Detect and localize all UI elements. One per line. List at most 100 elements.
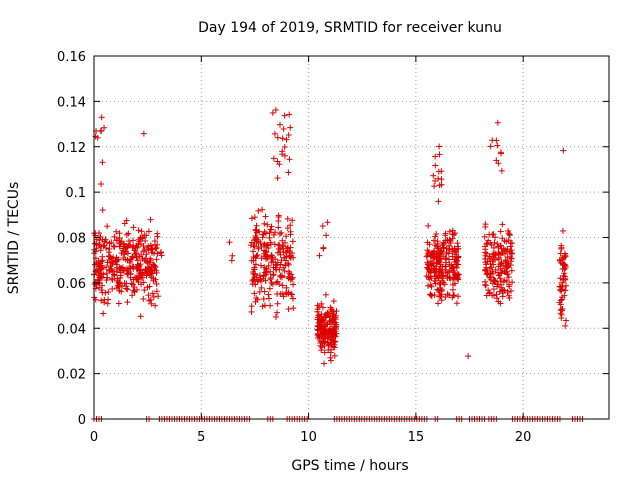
- data-point: [146, 283, 153, 290]
- data-point: [558, 311, 565, 318]
- data-point: [327, 336, 334, 343]
- data-point: [141, 287, 148, 294]
- y-tick-label: 0.1: [65, 186, 86, 201]
- data-point: [96, 284, 103, 291]
- data-point: [281, 267, 288, 274]
- data-point: [486, 265, 493, 272]
- data-point: [326, 317, 333, 324]
- data-point: [289, 217, 296, 224]
- data-point: [454, 240, 461, 247]
- data-point: [275, 218, 282, 225]
- data-point: [100, 310, 107, 317]
- data-point: [268, 256, 275, 263]
- data-point: [255, 207, 262, 214]
- data-point: [256, 272, 263, 279]
- data-point: [153, 256, 160, 263]
- data-point: [117, 243, 124, 250]
- y-tick-label: 0.02: [57, 368, 86, 383]
- data-point: [465, 353, 472, 360]
- data-point: [253, 253, 260, 260]
- data-point: [121, 267, 128, 274]
- data-point: [497, 278, 504, 285]
- data-point: [431, 255, 438, 262]
- data-point: [492, 234, 499, 241]
- data-point: [556, 257, 563, 264]
- data-point: [284, 244, 291, 251]
- data-point: [158, 249, 165, 256]
- data-point: [268, 226, 275, 233]
- data-point: [290, 305, 297, 312]
- data-point: [153, 244, 160, 251]
- data-points: [91, 106, 570, 367]
- data-point: [282, 262, 289, 269]
- data-point: [288, 291, 295, 298]
- data-point: [274, 134, 281, 141]
- data-point: [483, 270, 490, 277]
- data-point: [251, 277, 258, 284]
- data-point: [331, 319, 338, 326]
- data-point: [91, 240, 98, 247]
- data-point: [454, 275, 461, 282]
- data-point: [558, 286, 565, 293]
- y-axis-label: SRMTID / TECUs: [6, 182, 22, 295]
- data-point: [317, 338, 324, 345]
- data-point: [324, 219, 331, 226]
- data-point: [144, 260, 151, 267]
- data-point: [137, 261, 144, 268]
- data-point: [428, 292, 435, 299]
- data-point: [490, 286, 497, 293]
- data-point: [133, 250, 140, 257]
- data-point: [99, 236, 106, 243]
- data-point: [265, 295, 272, 302]
- data-point: [104, 274, 111, 281]
- data-point: [563, 282, 570, 289]
- data-point: [505, 281, 512, 288]
- data-point: [101, 296, 108, 303]
- data-point: [121, 220, 128, 227]
- data-point: [314, 323, 321, 330]
- data-point: [135, 227, 142, 234]
- data-point: [98, 243, 105, 250]
- data-point: [503, 263, 510, 270]
- data-point: [331, 344, 338, 351]
- data-point: [442, 230, 449, 237]
- data-point: [251, 290, 258, 297]
- data-point: [492, 257, 499, 264]
- data-point: [442, 263, 449, 270]
- data-point: [489, 280, 496, 287]
- data-point: [111, 233, 118, 240]
- data-point: [271, 130, 278, 137]
- data-point: [507, 258, 514, 265]
- data-point: [254, 252, 261, 259]
- data-point: [98, 258, 105, 265]
- data-point: [117, 239, 124, 246]
- data-point: [503, 238, 510, 245]
- data-point: [252, 281, 259, 288]
- data-point: [261, 288, 268, 295]
- data-point: [135, 272, 142, 279]
- data-point: [433, 230, 440, 237]
- y-tick-label: 0.16: [57, 50, 86, 65]
- data-point: [127, 274, 134, 281]
- data-point: [276, 161, 283, 168]
- data-point: [283, 136, 290, 143]
- data-point: [262, 213, 269, 220]
- data-point: [130, 243, 137, 250]
- data-point: [252, 226, 259, 233]
- y-tick-label: 0: [78, 413, 86, 428]
- data-point: [140, 242, 147, 249]
- data-point: [128, 280, 135, 287]
- data-point: [452, 272, 459, 279]
- data-point: [261, 220, 268, 227]
- data-point: [259, 234, 266, 241]
- data-point: [498, 270, 505, 277]
- data-point: [435, 175, 442, 182]
- x-axis-ticks: 0 5 10 15 20: [90, 56, 531, 445]
- data-point: [439, 277, 446, 284]
- data-point: [274, 175, 281, 182]
- x-tick-label: 5: [197, 430, 205, 445]
- data-point: [281, 112, 288, 119]
- data-point: [318, 311, 325, 318]
- data-point: [106, 245, 113, 252]
- data-point: [321, 360, 328, 367]
